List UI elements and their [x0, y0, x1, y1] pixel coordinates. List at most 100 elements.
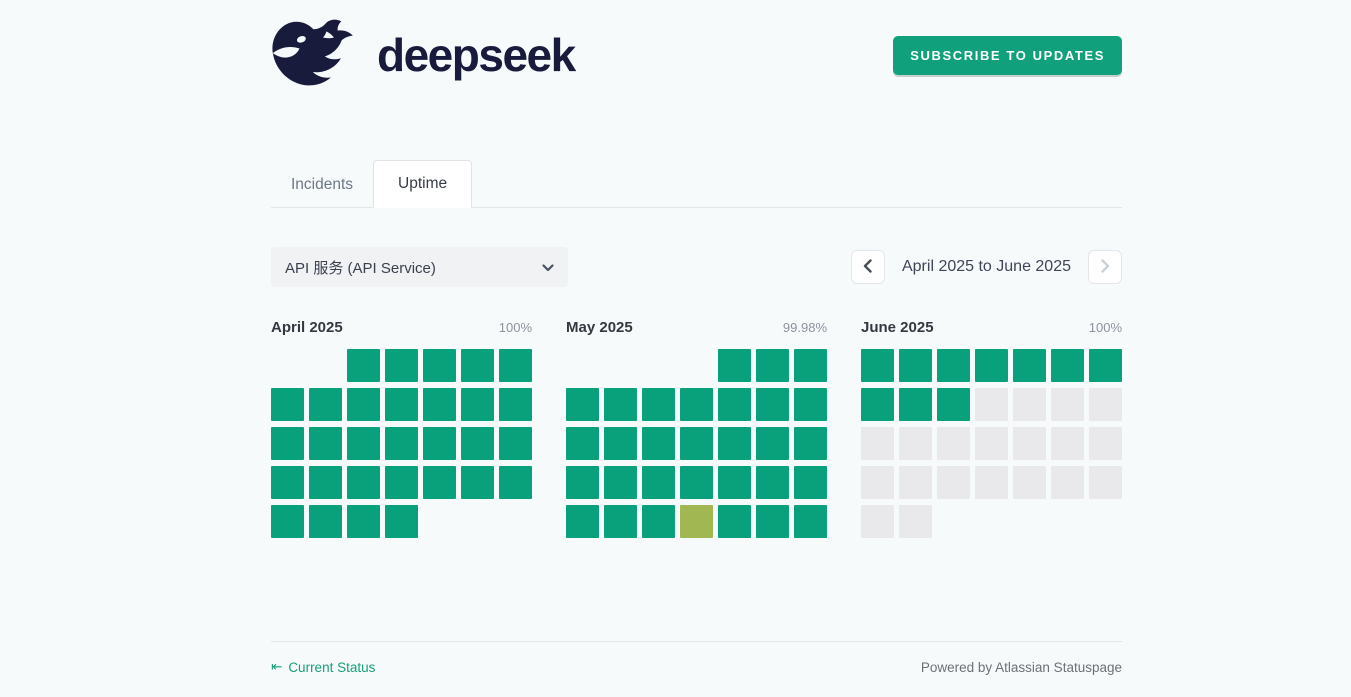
uptime-day-cell[interactable] [642, 427, 675, 460]
uptime-day-cell[interactable] [680, 466, 713, 499]
uptime-day-cell[interactable] [899, 505, 932, 538]
uptime-day-cell[interactable] [309, 388, 342, 421]
uptime-day-cell[interactable] [937, 427, 970, 460]
uptime-day-cell[interactable] [566, 427, 599, 460]
uptime-day-cell[interactable] [975, 427, 1008, 460]
uptime-day-cell[interactable] [309, 505, 342, 538]
uptime-day-cell[interactable] [756, 466, 789, 499]
uptime-day-cell[interactable] [309, 427, 342, 460]
uptime-day-cell[interactable] [756, 505, 789, 538]
uptime-day-cell[interactable] [461, 388, 494, 421]
uptime-day-cell[interactable] [385, 427, 418, 460]
uptime-day-cell[interactable] [937, 388, 970, 421]
uptime-day-cell[interactable] [461, 427, 494, 460]
uptime-day-cell[interactable] [680, 388, 713, 421]
uptime-day-cell[interactable] [347, 427, 380, 460]
uptime-day-cell[interactable] [604, 466, 637, 499]
uptime-day-cell[interactable] [604, 388, 637, 421]
uptime-day-cell[interactable] [271, 427, 304, 460]
tab-incidents[interactable]: Incidents [271, 163, 373, 207]
uptime-day-cell[interactable] [347, 466, 380, 499]
uptime-day-cell[interactable] [899, 466, 932, 499]
uptime-day-cell[interactable] [756, 349, 789, 382]
uptime-day-cell[interactable] [718, 388, 751, 421]
uptime-day-cell[interactable] [899, 427, 932, 460]
month-range-pager: April 2025 to June 2025 [851, 250, 1122, 284]
uptime-day-cell[interactable] [794, 388, 827, 421]
uptime-day-cell[interactable] [975, 388, 1008, 421]
uptime-day-cell[interactable] [499, 388, 532, 421]
uptime-day-cell[interactable] [718, 505, 751, 538]
uptime-day-cell[interactable] [861, 388, 894, 421]
uptime-day-cell[interactable] [899, 349, 932, 382]
uptime-day-cell[interactable] [347, 388, 380, 421]
uptime-day-cell[interactable] [680, 427, 713, 460]
uptime-day-cell[interactable] [566, 505, 599, 538]
subscribe-to-updates-button[interactable]: SUBSCRIBE TO UPDATES [893, 36, 1122, 75]
uptime-day-cell[interactable] [794, 466, 827, 499]
uptime-day-cell[interactable] [975, 349, 1008, 382]
uptime-day-cell[interactable] [899, 388, 932, 421]
uptime-day-cell[interactable] [309, 466, 342, 499]
service-select[interactable]: API 服务 (API Service) [271, 247, 568, 287]
uptime-day-cell[interactable] [642, 388, 675, 421]
uptime-day-cell[interactable] [1013, 427, 1046, 460]
uptime-day-cell[interactable] [461, 349, 494, 382]
uptime-day-cell[interactable] [756, 388, 789, 421]
uptime-day-cell[interactable] [347, 505, 380, 538]
uptime-day-cell[interactable] [1089, 388, 1122, 421]
uptime-day-cell[interactable] [1089, 427, 1122, 460]
uptime-day-cell[interactable] [680, 505, 713, 538]
uptime-day-cell[interactable] [499, 427, 532, 460]
uptime-day-cell[interactable] [861, 505, 894, 538]
uptime-day-cell[interactable] [794, 427, 827, 460]
uptime-day-cell[interactable] [604, 427, 637, 460]
uptime-day-cell[interactable] [1051, 349, 1084, 382]
uptime-day-cell[interactable] [566, 388, 599, 421]
uptime-day-cell[interactable] [1089, 466, 1122, 499]
uptime-day-cell[interactable] [271, 505, 304, 538]
uptime-day-cell[interactable] [861, 349, 894, 382]
uptime-day-cell[interactable] [756, 427, 789, 460]
uptime-day-cell[interactable] [271, 466, 304, 499]
uptime-day-cell[interactable] [604, 505, 637, 538]
uptime-day-cell[interactable] [1089, 349, 1122, 382]
next-months-button[interactable] [1088, 250, 1122, 284]
uptime-day-cell[interactable] [937, 466, 970, 499]
uptime-day-cell[interactable] [499, 349, 532, 382]
uptime-day-cell[interactable] [861, 466, 894, 499]
month-title: May 2025 [566, 319, 633, 336]
tab-uptime[interactable]: Uptime [373, 160, 472, 208]
uptime-day-cell[interactable] [1051, 427, 1084, 460]
uptime-day-cell[interactable] [499, 466, 532, 499]
uptime-day-cell[interactable] [642, 505, 675, 538]
uptime-day-cell[interactable] [423, 388, 456, 421]
uptime-day-cell[interactable] [1013, 388, 1046, 421]
uptime-day-cell[interactable] [1013, 349, 1046, 382]
previous-months-button[interactable] [851, 250, 885, 284]
uptime-day-cell[interactable] [1013, 466, 1046, 499]
uptime-day-cell[interactable] [642, 466, 675, 499]
uptime-day-cell[interactable] [1051, 466, 1084, 499]
uptime-day-cell[interactable] [975, 466, 1008, 499]
uptime-day-cell[interactable] [347, 349, 380, 382]
uptime-day-cell[interactable] [718, 349, 751, 382]
uptime-day-cell[interactable] [385, 388, 418, 421]
uptime-day-cell[interactable] [423, 466, 456, 499]
uptime-day-cell[interactable] [718, 427, 751, 460]
uptime-day-cell[interactable] [271, 388, 304, 421]
uptime-day-cell[interactable] [1051, 388, 1084, 421]
uptime-day-cell[interactable] [385, 349, 418, 382]
uptime-day-cell[interactable] [385, 505, 418, 538]
uptime-day-cell[interactable] [385, 466, 418, 499]
uptime-day-cell[interactable] [937, 349, 970, 382]
uptime-day-cell[interactable] [718, 466, 751, 499]
uptime-day-cell[interactable] [461, 466, 494, 499]
uptime-day-cell[interactable] [794, 349, 827, 382]
uptime-day-cell[interactable] [423, 427, 456, 460]
uptime-day-cell[interactable] [566, 466, 599, 499]
uptime-day-cell[interactable] [861, 427, 894, 460]
uptime-day-cell[interactable] [794, 505, 827, 538]
uptime-day-cell[interactable] [423, 349, 456, 382]
current-status-link[interactable]: ⇤ Current Status [271, 659, 375, 675]
